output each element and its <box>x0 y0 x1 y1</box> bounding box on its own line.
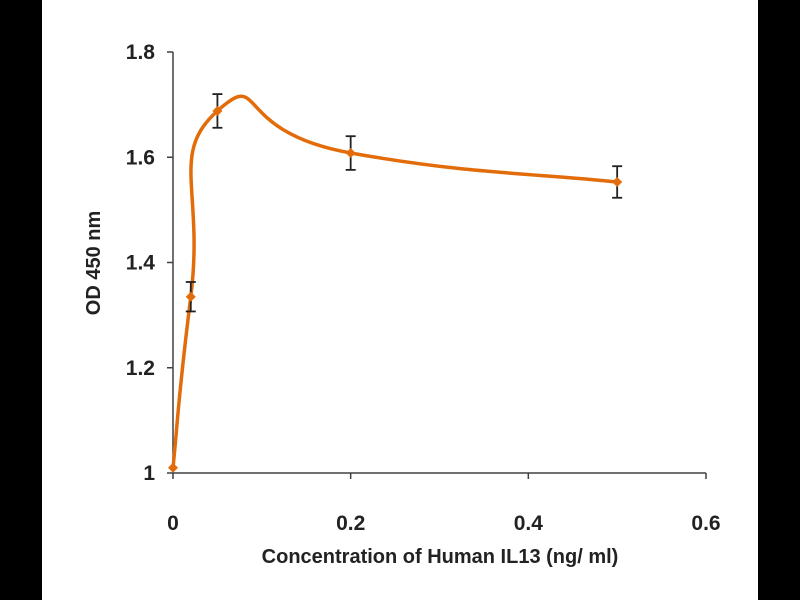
y-tick-label: 1.8 <box>126 41 156 64</box>
x-tick-label: 0.2 <box>336 512 365 535</box>
data-point <box>212 105 223 116</box>
data-point <box>612 176 623 187</box>
data-point <box>345 148 356 159</box>
y-tick-label: 1 <box>143 462 155 485</box>
y-tick-label: 1.4 <box>126 252 156 275</box>
series-line <box>171 94 619 470</box>
error-bars <box>185 93 623 313</box>
x-axis-title: Concentration of Human IL13 (ng/ ml) <box>262 546 619 568</box>
x-tick-label: 0 <box>167 512 179 535</box>
series-layer <box>171 94 619 470</box>
y-tick-label: 1.6 <box>126 146 155 169</box>
chart-panel <box>42 0 758 600</box>
y-axis-title: OD 450 nm <box>83 211 105 315</box>
y-tick-label: 1.2 <box>126 357 155 380</box>
axes: 1 1.2 1.4 1.6 1.8 0 0.2 0.4 0.6 <box>126 41 721 535</box>
x-tick-label: 0.6 <box>691 512 720 535</box>
data-point <box>185 291 196 302</box>
data-point <box>168 462 178 473</box>
x-tick-label: 0.4 <box>514 512 544 535</box>
data-markers <box>168 105 623 473</box>
